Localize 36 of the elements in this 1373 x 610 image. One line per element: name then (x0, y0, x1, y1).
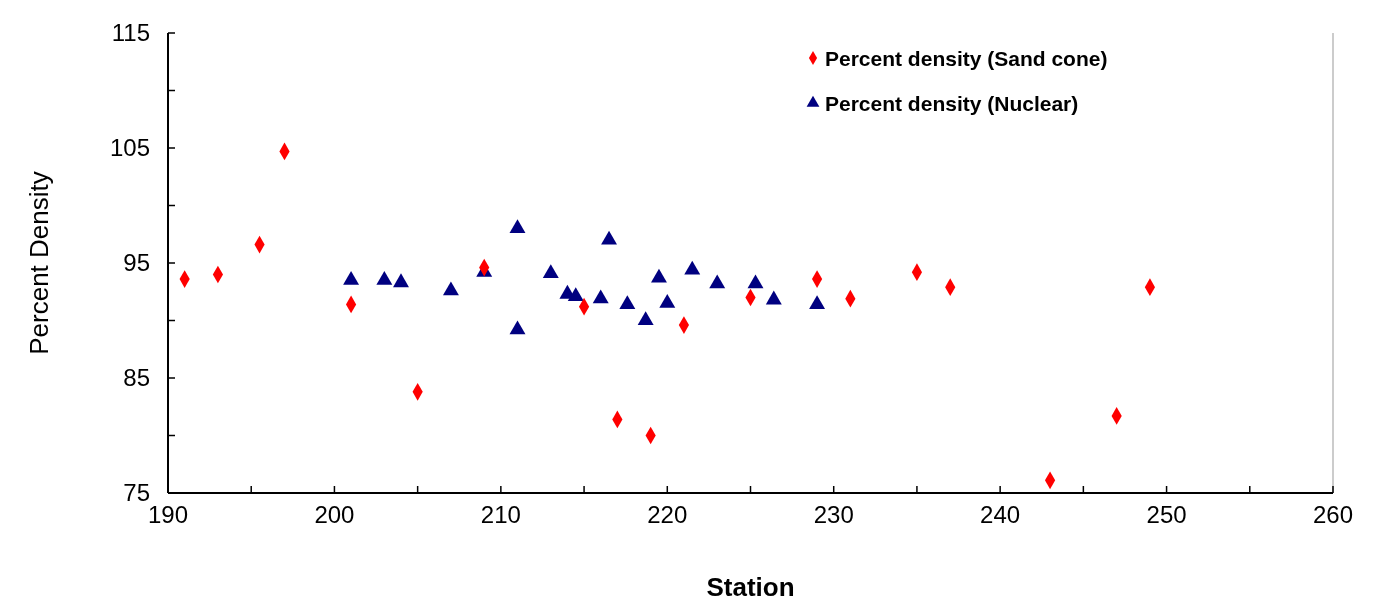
x-tick-label: 230 (813, 501, 854, 528)
legend-label: Percent density (Sand cone) (825, 47, 1108, 70)
x-tick-label: 190 (147, 501, 189, 528)
point (442, 281, 459, 296)
x-axis-title: Station (706, 572, 795, 602)
point (592, 289, 609, 304)
x-tick-label: 200 (314, 501, 355, 528)
y-tick-label: 75 (123, 479, 150, 506)
y-tick-label: 95 (123, 249, 150, 276)
point (651, 268, 667, 283)
point (567, 287, 584, 301)
y-tick-label: 85 (123, 364, 150, 391)
point (343, 271, 360, 285)
y-tick-label: 105 (109, 134, 150, 161)
point (601, 230, 617, 245)
x-tick-label: 250 (1146, 501, 1187, 528)
x-tick-label: 240 (980, 501, 1021, 528)
point (376, 271, 393, 285)
y-axis-title: Percent Density (24, 171, 54, 355)
y-tick-label: 115 (111, 19, 150, 46)
point (619, 295, 636, 309)
point (765, 290, 782, 305)
point (747, 274, 764, 289)
point (509, 219, 526, 234)
x-tick-label: 260 (1312, 501, 1354, 528)
x-tick-label: 210 (480, 501, 521, 528)
point (659, 294, 676, 308)
legend-label: Percent density (Nuclear) (825, 92, 1079, 115)
point (809, 295, 826, 309)
point (684, 260, 701, 275)
point (509, 320, 526, 335)
x-tick-label: 220 (647, 501, 688, 528)
point (393, 273, 409, 288)
point (709, 274, 726, 289)
point (637, 311, 654, 326)
point (542, 264, 559, 278)
